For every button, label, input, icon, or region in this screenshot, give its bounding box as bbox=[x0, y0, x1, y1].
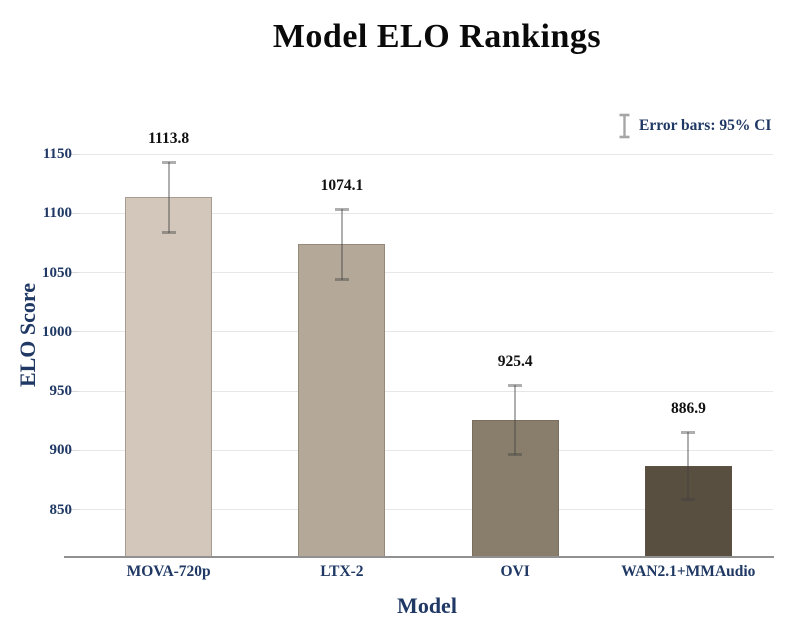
y-tick-mark bbox=[71, 153, 79, 155]
bar bbox=[644, 465, 732, 557]
error-bar bbox=[514, 385, 517, 456]
y-tick-mark bbox=[71, 331, 79, 333]
bar bbox=[471, 420, 559, 557]
error-bar-cap-top bbox=[334, 207, 349, 211]
error-bar-cap-bottom bbox=[508, 453, 523, 457]
y-tick-label: 850 bbox=[49, 501, 73, 518]
y-tick-mark bbox=[71, 272, 79, 274]
gridline bbox=[77, 331, 773, 333]
x-tick-label: OVI bbox=[500, 563, 530, 580]
error-bar bbox=[687, 431, 690, 501]
gridline bbox=[77, 272, 773, 274]
gridline bbox=[77, 153, 773, 155]
gridline bbox=[77, 390, 773, 392]
error-bar-icon bbox=[619, 113, 630, 139]
error-bar bbox=[340, 208, 343, 280]
gridline bbox=[77, 449, 773, 451]
x-tick-label: WAN2.1+MMAudio bbox=[621, 563, 756, 580]
error-bar-cap-bottom bbox=[681, 498, 696, 502]
error-bar-cap-bottom bbox=[334, 277, 349, 281]
gridline bbox=[77, 509, 773, 511]
y-tick-mark bbox=[71, 449, 79, 451]
y-tick-label: 900 bbox=[49, 442, 73, 459]
error-bar-cap-top bbox=[508, 384, 523, 388]
y-tick-label: 1050 bbox=[42, 264, 72, 281]
bar-value-label: 1074.1 bbox=[320, 176, 364, 194]
x-axis-line bbox=[64, 556, 774, 558]
error-bar bbox=[167, 161, 170, 233]
x-axis-title: Model bbox=[397, 593, 457, 618]
error-bar-cap-top bbox=[681, 430, 696, 434]
bar-value-label: 925.4 bbox=[497, 353, 533, 371]
bar bbox=[125, 197, 213, 557]
y-tick-mark bbox=[71, 212, 79, 214]
x-tick-label: LTX-2 bbox=[320, 563, 364, 580]
error-bar-cap-top bbox=[161, 160, 176, 164]
y-tick-mark bbox=[71, 509, 79, 511]
error-bar-cap-bottom bbox=[161, 230, 176, 234]
gridline bbox=[77, 212, 773, 214]
y-tick-label: 950 bbox=[49, 383, 73, 400]
y-tick-label: 1000 bbox=[42, 323, 72, 340]
bar-value-label: 886.9 bbox=[670, 399, 706, 417]
x-tick-label: MOVA-720p bbox=[126, 563, 211, 580]
y-tick-mark bbox=[71, 390, 79, 392]
legend-label: Error bars: 95% CI bbox=[639, 117, 772, 134]
y-tick-label: 1150 bbox=[42, 146, 72, 163]
chart-title: Model ELO Rankings bbox=[272, 18, 602, 55]
bar-value-label: 1113.8 bbox=[148, 129, 190, 147]
bar bbox=[298, 244, 386, 557]
legend: Error bars: 95% CI bbox=[618, 112, 771, 140]
y-tick-label: 1100 bbox=[42, 205, 72, 222]
